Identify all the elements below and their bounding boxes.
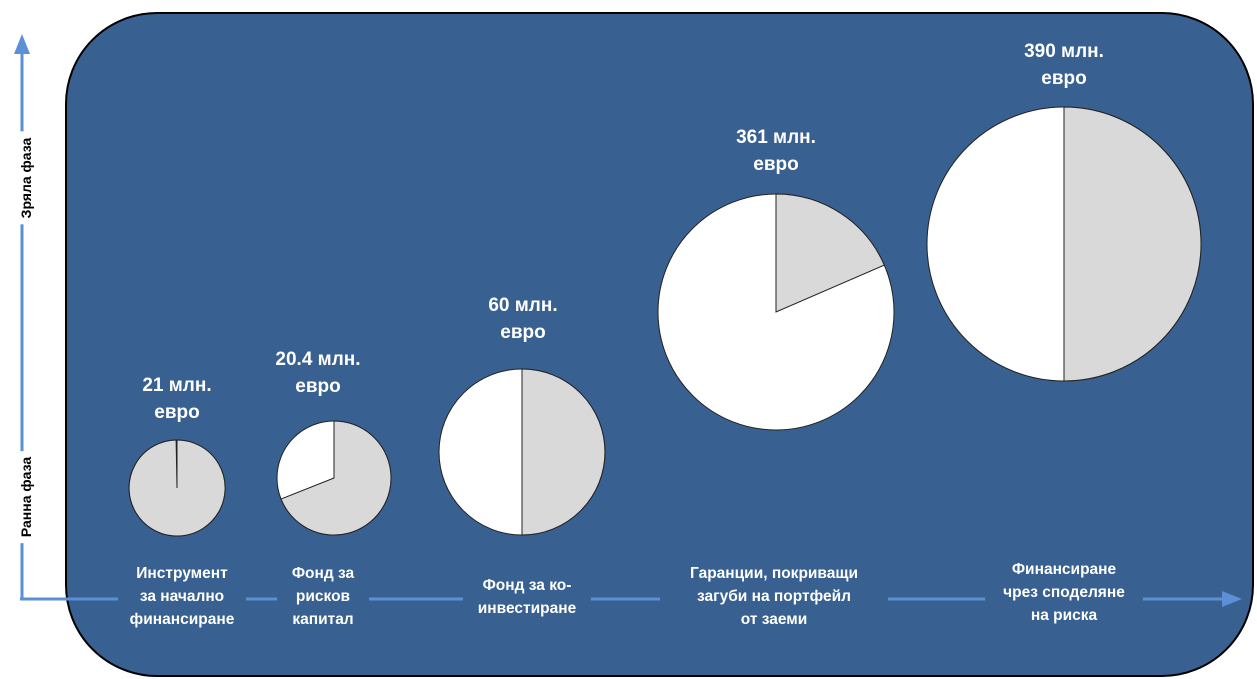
y-axis-arrowhead xyxy=(14,34,30,54)
x-axis-arrowhead xyxy=(1222,591,1242,607)
pie-group xyxy=(128,106,1202,537)
amount-label-3: 60 млн. евро xyxy=(488,295,558,343)
pie-3-gray-slice xyxy=(521,368,606,536)
amount-label-2: 20.4 млн. евро xyxy=(275,349,361,397)
instrument-label-3: Фонд за ко- инвестиране xyxy=(463,574,591,620)
amount-label-1: 21 млн. евро xyxy=(142,375,212,423)
instrument-label-2: Фонд за рисков капитал xyxy=(277,562,369,631)
instrument-label-4: Гаранции, покриващи загуби на портфейл о… xyxy=(660,562,888,631)
pie-1-gray-slice xyxy=(128,439,226,537)
pie-4-gray-slice xyxy=(775,193,885,313)
pie-2-gray-slice xyxy=(280,420,392,536)
amount-label-4: 361 млн. евро xyxy=(736,127,816,175)
amount-label-5: 390 млн. евро xyxy=(1024,41,1104,89)
instrument-label-5: Финансиране чрез споделяне на риска xyxy=(985,558,1143,627)
phase-label-mature: Зряла фаза xyxy=(18,131,34,225)
instrument-label-1: Инструмент за начално финансиране xyxy=(118,562,246,631)
pie-5-gray-slice xyxy=(1063,106,1202,382)
phase-label-early: Ранна фаза xyxy=(18,450,34,544)
